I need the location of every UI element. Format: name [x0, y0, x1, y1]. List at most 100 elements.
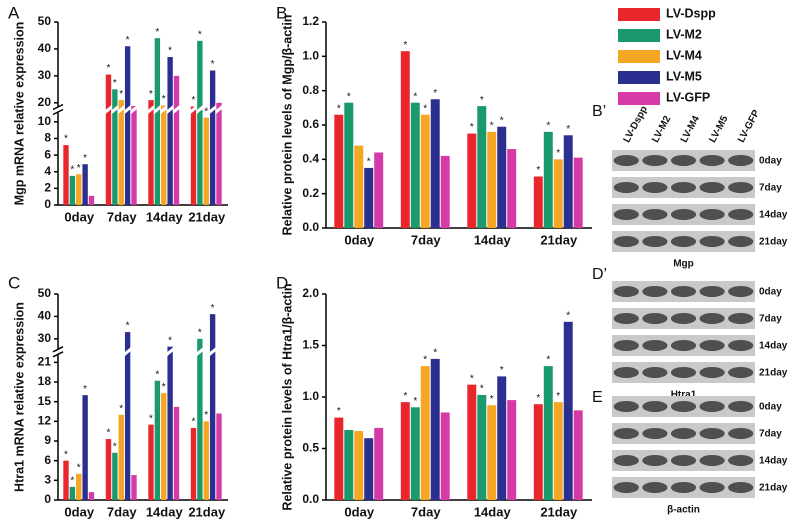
y-tick-label: 0.5	[302, 441, 319, 455]
significance-marker: *	[480, 384, 484, 395]
blot-band	[670, 313, 697, 324]
bar	[573, 410, 583, 500]
bar	[477, 106, 487, 228]
blot-band	[728, 182, 754, 193]
significance-marker: *	[107, 63, 111, 74]
legend-swatch	[618, 29, 660, 42]
significance-marker: *	[77, 163, 81, 174]
x-tick-label: 21day	[540, 232, 578, 247]
x-tick-label: 14day	[474, 504, 512, 519]
bar	[161, 105, 167, 205]
blot-band	[670, 209, 697, 220]
axis-break	[52, 346, 64, 353]
bar-break	[208, 346, 217, 357]
blot-band	[670, 155, 697, 166]
y-tick-label: 1.2	[302, 14, 319, 28]
significance-marker: *	[347, 91, 351, 102]
blot-band	[699, 340, 725, 351]
blot-row-label: 0day	[759, 402, 782, 413]
blot-row-label: 14day	[759, 341, 788, 352]
axis-break	[52, 351, 64, 358]
significance-marker: *	[119, 403, 123, 414]
bar	[173, 406, 180, 500]
significance-marker: *	[546, 121, 550, 132]
significance-marker: *	[113, 78, 117, 89]
significance-marker: *	[556, 148, 560, 159]
bar-break	[153, 104, 162, 115]
panel-letter: C	[8, 273, 20, 292]
legend-swatch	[618, 71, 660, 84]
bar	[197, 338, 203, 500]
panel-letter: A	[8, 3, 20, 22]
bar-break	[111, 104, 119, 115]
x-tick-label: 0day	[344, 232, 374, 247]
bar	[420, 114, 430, 228]
y-axis-label: Relative protein levels of Htra1/β-actin	[280, 283, 294, 510]
blot-band	[613, 401, 639, 412]
blot-protein: Mgp	[673, 259, 694, 270]
bar	[88, 195, 95, 205]
y-tick-label: 2.0	[302, 286, 319, 300]
bar	[63, 145, 69, 205]
legend-label: LV-M5	[666, 69, 702, 83]
bar	[88, 492, 95, 500]
bar	[216, 102, 222, 205]
significance-marker: *	[536, 393, 540, 404]
blot-band	[670, 401, 697, 412]
blot-band	[642, 236, 668, 247]
significance-marker: *	[413, 91, 417, 102]
significance-marker: *	[83, 384, 87, 395]
bar	[553, 402, 563, 500]
bar	[112, 452, 118, 500]
y-axis-label: Relative protein levels of Mgp/β-actin	[280, 15, 294, 236]
blot-protein: β-actin	[667, 505, 700, 516]
bar	[69, 486, 76, 500]
significance-marker: *	[64, 449, 68, 460]
blot-band	[699, 313, 725, 324]
significance-marker: *	[211, 59, 215, 70]
blot-band	[728, 209, 754, 220]
significance-marker: *	[168, 46, 172, 57]
bar	[354, 430, 364, 500]
legend-swatch	[618, 92, 660, 105]
significance-marker: *	[149, 89, 153, 100]
bar-break	[166, 104, 174, 115]
bar-break	[160, 104, 168, 115]
bar	[131, 106, 137, 205]
y-tick-label: 4	[44, 164, 51, 178]
bar	[420, 366, 430, 500]
bar	[374, 427, 384, 500]
y-tick-label: 0.8	[302, 83, 319, 97]
x-tick-label: 0day	[64, 209, 94, 224]
blot-band	[642, 401, 668, 412]
bar	[543, 366, 553, 500]
blot-band	[699, 482, 725, 493]
bar	[105, 74, 112, 205]
y-tick-label: 0.0	[302, 220, 319, 234]
significance-marker: *	[490, 121, 494, 132]
bar	[410, 407, 420, 500]
significance-marker: *	[211, 303, 215, 314]
y-tick-label: 21	[38, 355, 52, 369]
y-tick-label: 20	[38, 95, 52, 109]
bar	[543, 131, 553, 228]
blot-band	[699, 182, 725, 193]
significance-marker: *	[500, 365, 504, 376]
bar-break	[123, 104, 132, 115]
x-tick-label: 0day	[64, 504, 94, 519]
significance-marker: *	[367, 157, 371, 168]
x-tick-label: 21day	[188, 504, 226, 519]
blot-letter: B’	[592, 103, 606, 120]
significance-marker: *	[107, 428, 111, 439]
significance-marker: *	[500, 115, 504, 126]
bar	[533, 176, 543, 228]
bar	[400, 51, 410, 228]
significance-marker: *	[119, 89, 123, 100]
bar	[69, 175, 76, 205]
blot-band	[728, 428, 754, 439]
significance-marker: *	[204, 410, 208, 421]
y-tick-label: 50	[38, 286, 52, 300]
significance-marker: *	[126, 35, 130, 46]
significance-marker: *	[113, 441, 117, 452]
legend-swatch	[618, 50, 660, 63]
